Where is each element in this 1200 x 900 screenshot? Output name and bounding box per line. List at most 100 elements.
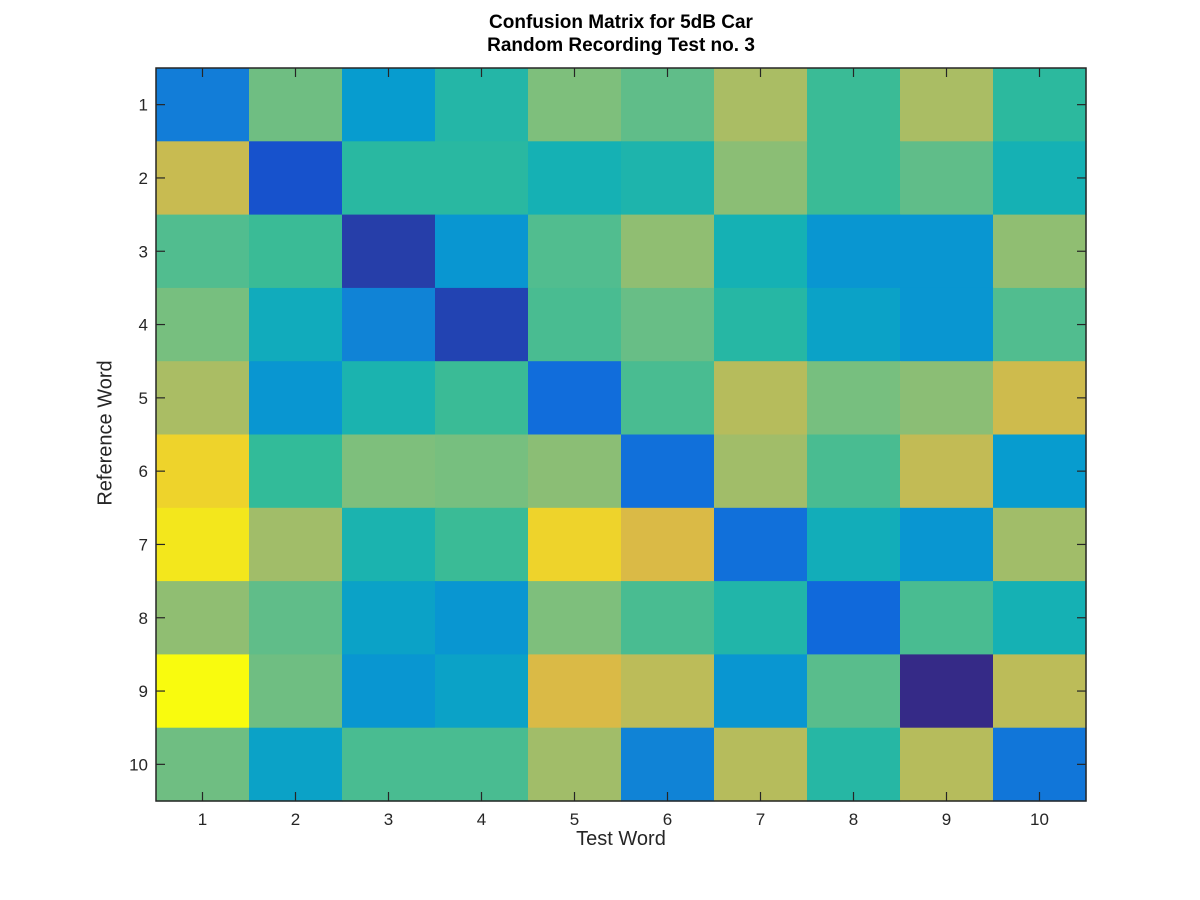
- heatmap-cell-r10-c10: [993, 727, 1087, 802]
- heatmap-cell-r1-c9: [900, 68, 994, 142]
- x-tick-label-4: 4: [477, 810, 486, 829]
- heatmap-cell-r7-c1: [156, 507, 250, 582]
- heatmap-cell-r2-c2: [249, 141, 343, 216]
- heatmap-cell-r2-c10: [993, 141, 1087, 216]
- x-tick-label-5: 5: [570, 810, 579, 829]
- axis-tick-labels: 1 2 3 4 5 6 7 8 9 10 1 2 3 4 5 6 7 8 9 10: [129, 96, 1049, 829]
- heatmap-cell-r7-c3: [342, 507, 436, 582]
- heatmap-cell-r5-c1: [156, 361, 250, 436]
- heatmap-cell-r4-c6: [621, 287, 715, 362]
- heatmap-cell-r1-c10: [993, 68, 1087, 142]
- heatmap-cell-r4-c1: [156, 287, 250, 362]
- heatmap-cell-r10-c5: [528, 727, 622, 802]
- heatmap-cell-r7-c9: [900, 507, 994, 582]
- heatmap-cell-r5-c10: [993, 361, 1087, 436]
- heatmap-cell-r6-c2: [249, 434, 343, 509]
- heatmap-cell-r6-c9: [900, 434, 994, 509]
- heatmap-cell-r5-c7: [714, 361, 808, 436]
- heatmap-cell-r5-c3: [342, 361, 436, 436]
- heatmap-cell-r10-c8: [807, 727, 901, 802]
- heatmap-cell-r5-c9: [900, 361, 994, 436]
- heatmap-cell-r7-c7: [714, 507, 808, 582]
- heatmap-cell-r8-c1: [156, 581, 250, 655]
- heatmap-cell-r1-c3: [342, 68, 436, 142]
- heatmap-cell-r10-c3: [342, 727, 436, 802]
- heatmap-cell-r7-c6: [621, 507, 715, 582]
- heatmap-cell-r3-c3: [342, 214, 436, 289]
- heatmap-cell-r7-c5: [528, 507, 622, 582]
- heatmap-cell-r10-c6: [621, 727, 715, 802]
- heatmap-cell-r6-c6: [621, 434, 715, 509]
- heatmap-cell-r9-c8: [807, 654, 901, 729]
- heatmap-cell-r9-c1: [156, 654, 250, 729]
- heatmap-cell-r7-c4: [435, 507, 529, 582]
- y-tick-label-8: 8: [139, 609, 148, 628]
- x-tick-label-6: 6: [663, 810, 672, 829]
- heatmap-cell-r6-c10: [993, 434, 1087, 509]
- x-tick-label-10: 10: [1030, 810, 1049, 829]
- heatmap-cell-r10-c7: [714, 727, 808, 802]
- heatmap-cell-r1-c2: [249, 68, 343, 142]
- heatmap-cell-r9-c2: [249, 654, 343, 729]
- heatmap-cell-r4-c2: [249, 287, 343, 362]
- heatmap-cell-r2-c7: [714, 141, 808, 216]
- heatmap-cell-r10-c4: [435, 727, 529, 802]
- heatmap-cell-r6-c3: [342, 434, 436, 509]
- heatmap-cell-r1-c5: [528, 68, 622, 142]
- heatmap-cell-r8-c4: [435, 581, 529, 655]
- heatmap-cell-r9-c9: [900, 654, 994, 729]
- heatmap-cell-r4-c9: [900, 287, 994, 362]
- heatmap-cell-r6-c1: [156, 434, 250, 509]
- y-tick-label-2: 2: [139, 169, 148, 188]
- y-tick-label-10: 10: [129, 755, 148, 774]
- heatmap-cell-r4-c8: [807, 287, 901, 362]
- heatmap-cell-r9-c3: [342, 654, 436, 729]
- heatmap-cell-r8-c10: [993, 581, 1087, 655]
- heatmap-cell-r4-c5: [528, 287, 622, 362]
- heatmap-cell-r1-c7: [714, 68, 808, 142]
- heatmap-cell-r7-c8: [807, 507, 901, 582]
- heatmap-cell-r9-c7: [714, 654, 808, 729]
- heatmap-cell-r9-c5: [528, 654, 622, 729]
- heatmap-cell-r5-c2: [249, 361, 343, 436]
- heatmap-cell-r8-c2: [249, 581, 343, 655]
- heatmap-cell-r3-c7: [714, 214, 808, 289]
- heatmap-cell-r3-c10: [993, 214, 1087, 289]
- heatmap-cell-r3-c1: [156, 214, 250, 289]
- heatmap-cell-r5-c6: [621, 361, 715, 436]
- y-tick-label-6: 6: [139, 462, 148, 481]
- heatmap-cell-r3-c9: [900, 214, 994, 289]
- heatmap-cell-r6-c4: [435, 434, 529, 509]
- heatmap-cell-r5-c8: [807, 361, 901, 436]
- heatmap-cell-r2-c4: [435, 141, 529, 216]
- y-tick-label-9: 9: [139, 682, 148, 701]
- heatmap-cell-r5-c4: [435, 361, 529, 436]
- y-axis-label: Reference Word: [94, 360, 117, 506]
- x-tick-label-1: 1: [198, 810, 207, 829]
- chart-title-line-1: Confusion Matrix for 5dB Car: [489, 12, 753, 33]
- heatmap-cell-r5-c5: [528, 361, 622, 436]
- y-tick-label-5: 5: [139, 389, 148, 408]
- plot-frame: [155, 67, 1087, 802]
- heatmap-cell-r9-c10: [993, 654, 1087, 729]
- y-tick-label-7: 7: [139, 535, 148, 554]
- heatmap-cell-r9-c4: [435, 654, 529, 729]
- heatmap-cell-r6-c7: [714, 434, 808, 509]
- heatmap-cell-r7-c2: [249, 507, 343, 582]
- x-tick-label-3: 3: [384, 810, 393, 829]
- heatmap-cell-r1-c4: [435, 68, 529, 142]
- y-tick-label-1: 1: [139, 96, 148, 115]
- heatmap-cell-r4-c3: [342, 287, 436, 362]
- x-tick-label-8: 8: [849, 810, 858, 829]
- heatmap-cell-r3-c5: [528, 214, 622, 289]
- x-tick-label-9: 9: [942, 810, 951, 829]
- x-tick-label-7: 7: [756, 810, 765, 829]
- heatmap-cell-r3-c8: [807, 214, 901, 289]
- heatmap-cell-r10-c2: [249, 727, 343, 802]
- heatmap-cell-r2-c3: [342, 141, 436, 216]
- heatmap-cell-r1-c6: [621, 68, 715, 142]
- heatmap-cell-r4-c10: [993, 287, 1087, 362]
- heatmap-cell-r3-c4: [435, 214, 529, 289]
